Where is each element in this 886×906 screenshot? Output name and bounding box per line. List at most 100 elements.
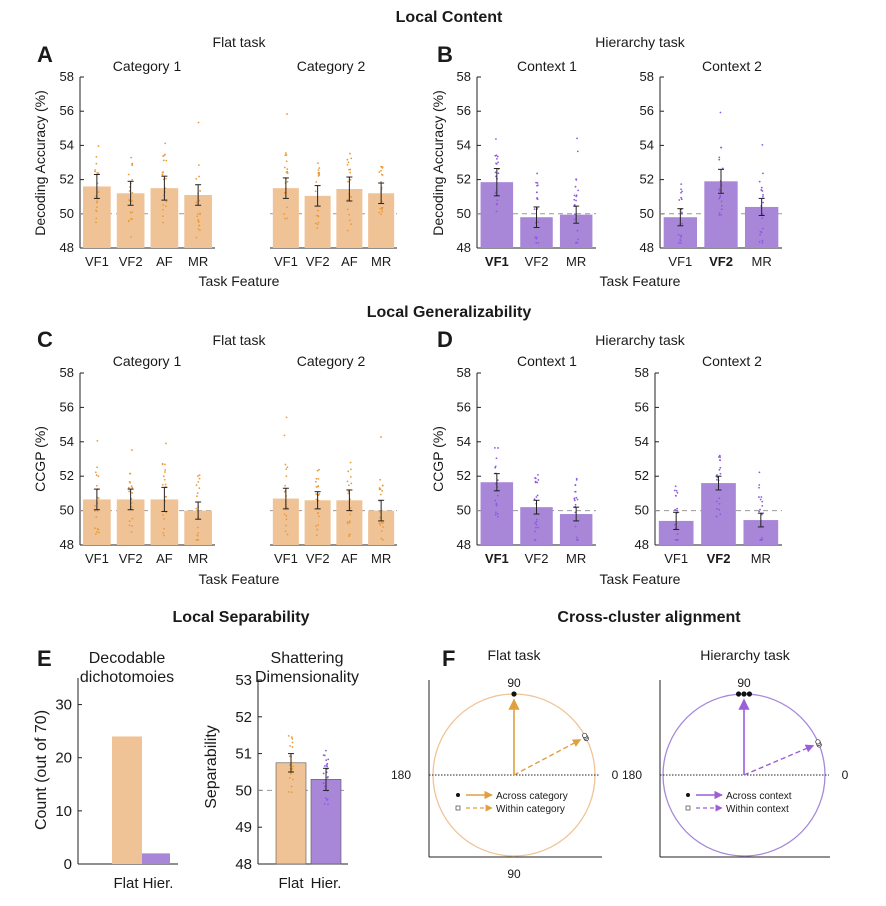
subject-dot — [575, 477, 578, 480]
subject-dot — [676, 533, 679, 536]
subject-dot — [318, 174, 321, 176]
chart-title: Category 1 — [113, 353, 182, 369]
subject-dot — [317, 169, 320, 172]
panel-b-ylabel: Decoding Accuracy (%) — [430, 90, 446, 236]
section-title-local-content: Local Content — [396, 9, 503, 26]
subject-dot — [573, 198, 576, 201]
y-tick-label: 0 — [64, 856, 72, 873]
subject-dot — [127, 173, 130, 176]
subject-dot — [494, 192, 497, 195]
subject-dot — [678, 199, 681, 201]
subject-dot — [161, 462, 164, 465]
subject-dot — [325, 749, 327, 752]
subject-dot — [495, 162, 497, 165]
subject-dot — [161, 215, 164, 218]
subject-dot — [576, 150, 579, 153]
subject-dot — [131, 200, 134, 202]
subject-dot — [162, 159, 165, 162]
subject-dot — [291, 746, 294, 748]
x-tick-label: VF1 — [274, 551, 298, 566]
y-tick-label: 56 — [60, 103, 74, 118]
subject-dot — [131, 192, 134, 194]
subject-dot — [380, 537, 383, 540]
subject-dot — [759, 230, 762, 233]
subject-dot — [536, 197, 538, 200]
subject-dot — [128, 490, 131, 493]
y-tick-label: 48 — [235, 856, 252, 873]
subject-dot — [761, 239, 764, 242]
x-tick-label: VF2 — [525, 551, 549, 566]
subject-dot — [719, 456, 722, 458]
y-tick-label: 58 — [457, 365, 471, 380]
subject-dot — [317, 512, 319, 514]
subject-dot — [130, 485, 133, 488]
subject-dot — [574, 185, 577, 188]
subject-dot — [323, 803, 326, 805]
subject-dot — [162, 221, 165, 224]
subject-dot — [94, 510, 96, 512]
subject-dot — [284, 152, 287, 154]
y-tick-label: 58 — [60, 69, 74, 84]
panel-f-flat-title: Flat task — [488, 647, 542, 663]
subject-dot — [315, 525, 317, 527]
y-tick-label: 51 — [235, 746, 252, 763]
subject-dot — [129, 481, 132, 484]
subject-dot — [131, 517, 134, 520]
subject-dot — [317, 162, 319, 165]
subject-dot — [674, 485, 677, 488]
subject-dot — [327, 776, 329, 778]
chart-title: Context 2 — [702, 353, 762, 369]
subject-dot — [315, 534, 318, 537]
subject-dot — [346, 158, 349, 161]
subject-dot — [536, 182, 539, 184]
panel-a-ylabel: Decoding Accuracy (%) — [32, 90, 48, 236]
subject-dot — [680, 236, 682, 239]
subject-dot — [720, 208, 723, 211]
y-tick-label: 50 — [60, 503, 74, 518]
subject-dot — [380, 213, 382, 216]
subject-dot — [326, 765, 329, 768]
x-tick-label: AF — [341, 551, 358, 566]
subject-dot — [161, 483, 164, 486]
panel-e-left-title-1: Decodable — [89, 650, 166, 667]
subject-dot — [162, 532, 165, 534]
subject-dot — [285, 160, 288, 163]
subject-dot — [350, 223, 353, 226]
subject-dot — [576, 536, 578, 539]
subject-dot — [162, 514, 164, 517]
subject-dot — [291, 741, 294, 744]
subject-dot — [350, 468, 352, 471]
chart-b1: Context 1 48 50 52 54 56 58 VF1 VF2 MR — [457, 58, 596, 269]
subject-dot — [537, 241, 540, 244]
subject-dot — [380, 530, 383, 533]
y-tick-label: 53 — [235, 672, 252, 689]
x-tick-label: VF2 — [709, 254, 733, 269]
subject-dot — [198, 487, 201, 490]
subject-dot — [381, 208, 384, 211]
subject-dot — [195, 201, 198, 204]
subject-dot — [95, 221, 97, 224]
angle-label-180: 180 — [391, 768, 411, 782]
subject-dot — [347, 470, 350, 473]
subject-dot — [325, 759, 328, 762]
panel-f-hier-title: Hierarchy task — [700, 647, 790, 663]
y-tick-label: 30 — [55, 697, 72, 714]
y-tick-label: 54 — [457, 137, 471, 152]
subject-dot — [536, 494, 539, 497]
panel-c-task-label: Flat task — [213, 332, 267, 348]
subject-dot — [346, 163, 349, 166]
subject-dot — [283, 513, 286, 516]
y-tick-label: 56 — [635, 399, 649, 414]
subject-dot — [199, 213, 201, 216]
subject-dot — [496, 479, 499, 482]
y-tick-label: 54 — [640, 137, 654, 152]
subject-dot — [535, 236, 538, 239]
y-tick-label: 58 — [457, 69, 471, 84]
subject-dot — [758, 240, 761, 243]
subject-dot — [536, 481, 539, 484]
subject-dot — [348, 520, 351, 523]
subject-dot — [381, 200, 384, 203]
y-tick-label: 52 — [235, 709, 252, 726]
chart-f1: 90 180 0 Across category Within category 90 — [391, 676, 619, 881]
x-tick-label: MR — [188, 254, 208, 269]
